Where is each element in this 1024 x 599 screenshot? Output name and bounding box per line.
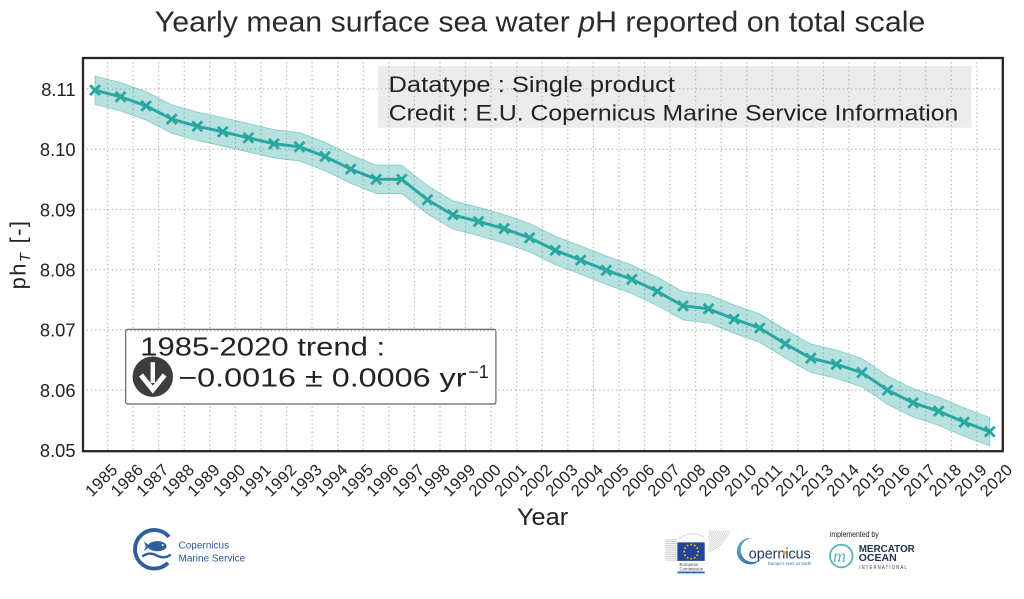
svg-text:8.10: 8.10 [40, 139, 76, 160]
svg-text:8.05: 8.05 [40, 440, 76, 461]
svg-text:OCEAN: OCEAN [859, 553, 897, 564]
svg-text:MERCATOR: MERCATOR [859, 544, 916, 555]
svg-text:Commission: Commission [680, 566, 704, 571]
svg-text:Yearly mean surface sea water: Yearly mean surface sea water pH reporte… [155, 7, 926, 39]
svg-text:Europe's eyes on Earth: Europe's eyes on Earth [768, 561, 812, 566]
svg-text:m: m [833, 546, 846, 566]
svg-text:8.11: 8.11 [41, 79, 75, 100]
svg-text:European: European [680, 562, 699, 567]
svg-text:implemented by: implemented by [830, 530, 879, 539]
svg-text:8.07: 8.07 [40, 320, 76, 341]
svg-text:Datatype : Single product: Datatype : Single product [389, 72, 676, 97]
svg-text:Credit : E.U. Copernicus Marin: Credit : E.U. Copernicus Marine Service … [389, 101, 959, 126]
svg-text:Year: Year [517, 504, 568, 531]
svg-text:opernicus: opernicus [749, 547, 811, 563]
svg-text:8.09: 8.09 [40, 199, 76, 220]
svg-text:−0.0016 ± 0.0006 yr: −0.0016 ± 0.0006 yr [178, 363, 467, 393]
svg-text:1985-2020 trend :: 1985-2020 trend : [140, 332, 385, 362]
svg-text:8.06: 8.06 [40, 380, 76, 401]
svg-text:8.08: 8.08 [40, 260, 76, 281]
svg-text:INTERNATIONAL: INTERNATIONAL [859, 565, 908, 571]
svg-text:−1: −1 [468, 362, 489, 382]
svg-text:Marine Service: Marine Service [179, 553, 246, 564]
svg-text:Copernicus: Copernicus [179, 540, 230, 551]
